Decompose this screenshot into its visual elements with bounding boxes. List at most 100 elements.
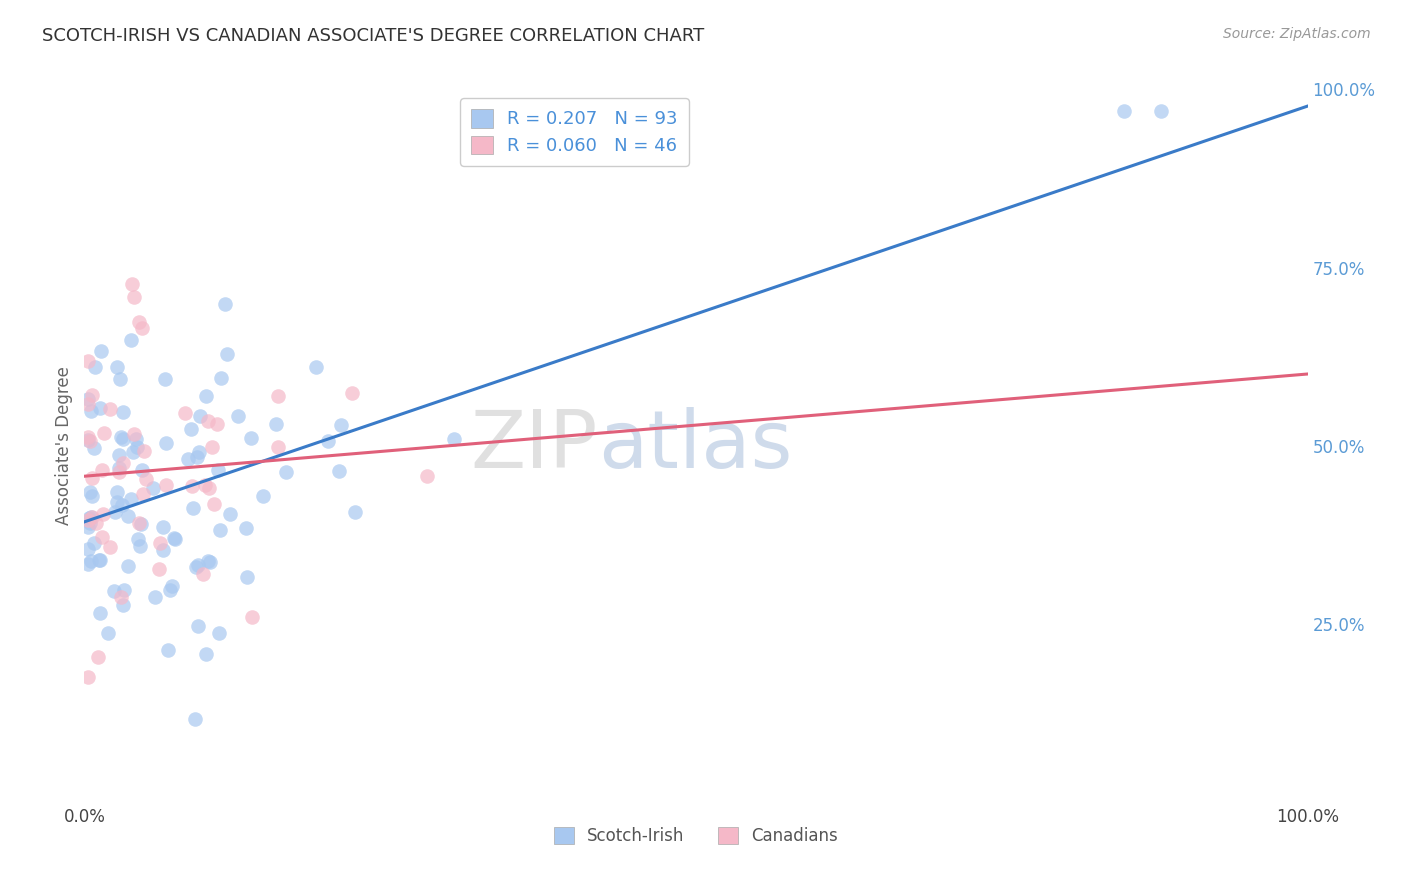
Point [328,464,350,478]
Point [79,485,101,500]
Point [1150,103,1173,118]
Point [77,353,100,368]
Point [131,320,153,334]
Point [89,607,111,621]
Point [77,392,100,406]
Point [149,535,172,549]
Point [79,434,101,448]
Point [120,491,142,506]
Point [77,520,100,534]
Point [181,479,204,493]
Point [155,372,177,386]
Point [125,432,148,446]
Point [97,626,120,640]
Text: atlas: atlas [598,407,793,485]
Point [98,402,121,417]
Point [120,333,142,347]
Point [121,277,143,292]
Point [77,670,100,684]
Point [122,290,145,304]
Point [240,431,263,445]
Point [267,389,290,403]
Point [104,505,127,519]
Point [79,516,101,530]
Point [83,536,105,550]
Point [131,463,153,477]
Point [93,425,115,440]
Point [90,462,112,476]
Point [180,422,202,436]
Legend: Scotch-Irish, Canadians: Scotch-Irish, Canadians [547,820,845,852]
Point [112,456,135,470]
Point [80,388,103,402]
Point [128,516,150,530]
Point [108,460,131,475]
Point [188,445,211,459]
Point [340,385,363,400]
Point [200,555,222,569]
Point [240,609,263,624]
Point [443,432,465,446]
Text: ZIP: ZIP [471,407,598,485]
Point [276,465,298,479]
Point [316,434,339,449]
Point [174,407,197,421]
Point [80,489,103,503]
Point [127,440,149,454]
Point [162,579,184,593]
Point [117,559,139,574]
Point [77,430,100,444]
Point [143,591,166,605]
Point [343,505,366,519]
Point [112,582,135,597]
Point [117,508,139,523]
Point [127,532,149,546]
Point [152,542,174,557]
Point [252,489,274,503]
Point [84,516,107,531]
Point [135,472,157,486]
Point [103,583,125,598]
Point [195,647,218,661]
Point [155,478,177,492]
Point [98,540,121,554]
Point [191,566,214,581]
Point [184,712,207,726]
Point [112,405,135,419]
Point [416,469,439,483]
Y-axis label: Associate's Degree: Associate's Degree [55,367,73,525]
Point [108,465,131,479]
Point [105,359,128,374]
Point [208,523,231,537]
Point [226,409,249,423]
Point [156,643,179,657]
Point [305,359,328,374]
Point [195,389,218,403]
Point [128,315,150,329]
Point [77,557,100,571]
Point [236,570,259,584]
Point [207,463,229,477]
Point [108,372,131,386]
Point [188,409,211,423]
Point [187,619,209,633]
Point [186,450,208,465]
Point [235,521,257,535]
Point [77,433,100,447]
Point [84,360,107,375]
Point [80,554,103,568]
Point [208,626,231,640]
Point [142,481,165,495]
Point [163,532,186,546]
Point [77,541,100,556]
Point [201,440,224,454]
Point [197,554,219,568]
Point [122,445,145,459]
Point [148,562,170,576]
Text: SCOTCH-IRISH VS CANADIAN ASSOCIATE'S DEGREE CORRELATION CHART: SCOTCH-IRISH VS CANADIAN ASSOCIATE'S DEG… [42,27,704,45]
Point [329,418,352,433]
Point [77,513,100,527]
Point [267,440,290,454]
Point [205,417,228,431]
Point [129,540,152,554]
